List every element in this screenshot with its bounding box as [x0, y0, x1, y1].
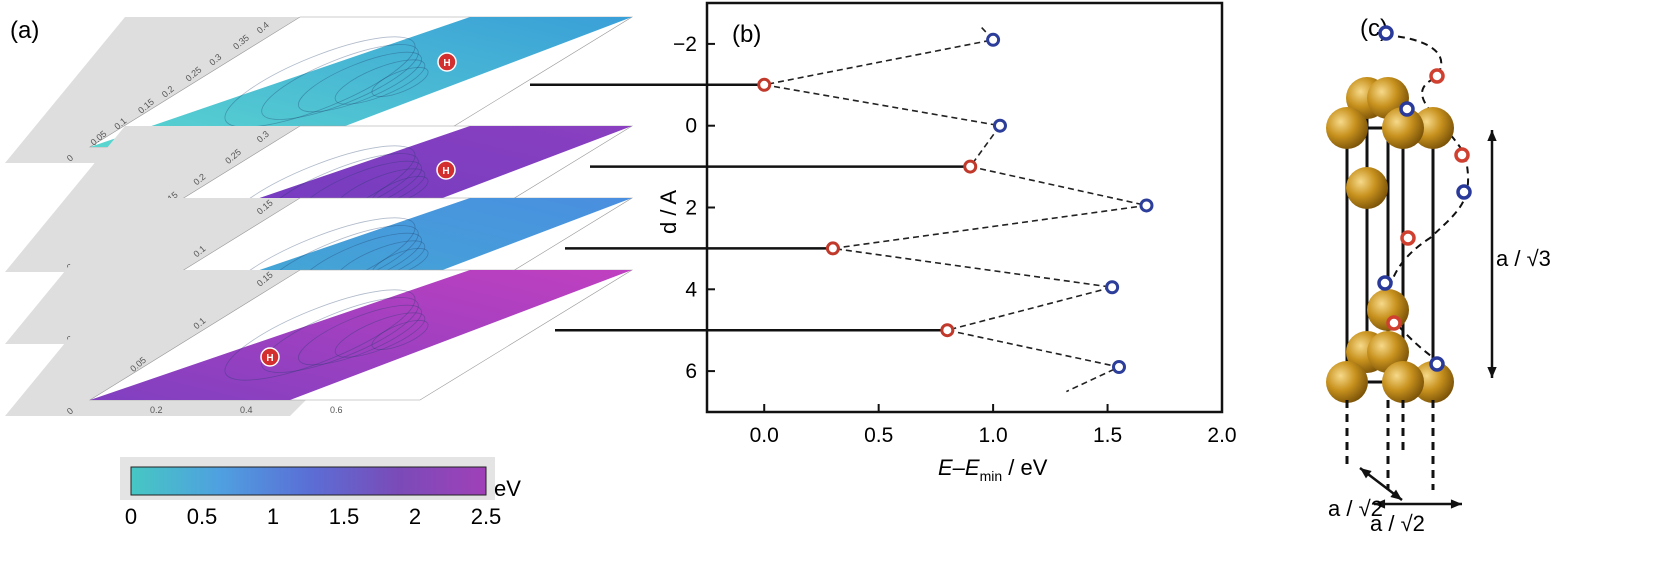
width-right-label: a / √2: [1370, 511, 1425, 536]
hydrogen-marker-label: H: [442, 166, 449, 177]
metal-atom: [1326, 361, 1368, 403]
slice-field: [90, 270, 632, 400]
contour-line: [371, 320, 429, 350]
width-right-arrow-head: [1450, 499, 1462, 509]
blue-site-marker: [1456, 184, 1472, 200]
contour-line: [334, 312, 426, 358]
panel-a-label: (a): [10, 17, 39, 44]
metal-atom: [1326, 107, 1368, 149]
colorbar-tick: 1.5: [329, 504, 360, 529]
contour-line: [224, 289, 416, 381]
dashed-energy-path: [764, 26, 1147, 393]
height-arrow-head: [1487, 130, 1497, 142]
metal-atom: [1412, 361, 1454, 403]
colorbar-tick: 0.5: [187, 504, 218, 529]
panel-b-label: (b): [732, 21, 761, 48]
colorbar-tick: 2: [409, 504, 421, 529]
y-tick-label: 6: [685, 360, 697, 383]
energy-slice-1: H00.050.10.150.20.250.30.350.40.20.40.6: [5, 16, 634, 164]
height-arrow-head: [1487, 366, 1497, 378]
minimum-point: [757, 77, 772, 92]
y-tick-label: 2: [685, 197, 697, 220]
y-axis-label: d / A: [656, 190, 681, 234]
contour-line: [261, 44, 419, 120]
slice-y-tick: 0: [65, 153, 75, 164]
metal-atom: [1382, 107, 1424, 149]
panel-c: (c) a / √3 a / √2 a / √2: [1320, 0, 1654, 563]
crystal-structure: (c) a / √3a / √2a / √2: [1326, 15, 1551, 536]
hydrogen-marker-icon: [260, 347, 280, 367]
red-site-marker: [1400, 230, 1416, 246]
blue-site-marker: [1399, 101, 1415, 117]
blue-site-marker: [1377, 275, 1393, 291]
slice-y-tick: 0: [65, 406, 75, 417]
y-tick-label: −2: [673, 33, 697, 56]
energy-slice-4: H00.050.10.150.2 0.4 0.6: [5, 270, 634, 417]
x-tick-label: 0.5: [864, 424, 893, 447]
hydrogen-marker-label: H: [266, 353, 273, 364]
colorbar-gradient: [130, 466, 487, 496]
x-tick-label: 1.5: [1093, 424, 1122, 447]
contour-line: [371, 67, 429, 97]
y-tick-label: 0: [685, 115, 697, 138]
width-left-arrow-head: [1390, 489, 1402, 500]
red-site-marker: [1429, 68, 1445, 84]
slice-x-tick: 0.4: [240, 405, 253, 415]
barrier-point: [986, 32, 1001, 47]
barrier-point: [1105, 280, 1120, 295]
red-site-marker: [1386, 315, 1402, 331]
y-tick-label: 4: [685, 278, 697, 301]
slice-x-tick: 0.6: [330, 405, 343, 415]
metal-atom: [1382, 361, 1424, 403]
x-axis-label: E–Emin / eV: [938, 455, 1048, 484]
contour-line: [261, 297, 419, 373]
hydrogen-marker-icon: [436, 160, 456, 180]
hydrogen-marker-label: H: [443, 58, 450, 69]
colorbar-unit: eV: [494, 476, 521, 501]
panel-a: H00.050.10.150.20.250.30.350.40.20.40.6H…: [0, 0, 640, 563]
contour-line: [298, 304, 422, 366]
barrier-point: [1112, 360, 1126, 375]
colorbar: 0 0.5 1 1.5 2 2.5 eV: [120, 457, 521, 529]
barrier-point: [1139, 198, 1154, 213]
contour-line: [298, 51, 422, 113]
x-tick-label: 1.0: [979, 424, 1008, 447]
slice-stack: H00.050.10.150.20.250.30.350.40.20.40.6H…: [5, 16, 634, 417]
energy-profile-chart: 0.0 0.5 1.0 1.5 2.0 −2 0 2 4 6 (b) E–Emin / eV d …: [530, 1, 1237, 484]
red-site-marker: [1454, 147, 1470, 163]
atoms: a / √3 a / √2a / √2: [1326, 25, 1551, 536]
colorbar-tick: 0: [125, 504, 137, 529]
projection-lines: [1345, 400, 1435, 490]
minimum-point: [825, 241, 840, 256]
width-left-label: a / √2: [1328, 496, 1383, 521]
width-left-arrow-head: [1360, 468, 1372, 479]
hydrogen-marker-icon: [437, 52, 457, 72]
metal-atom: [1346, 167, 1388, 209]
panel-b: 0.0 0.5 1.0 1.5 2.0 −2 0 2 4 6 (b) E–Emin / eV d …: [530, 0, 1320, 563]
energy-slices-figure: H00.050.10.150.20.250.30.350.40.20.40.6H…: [5, 16, 634, 529]
colorbar-tick: 1: [267, 504, 279, 529]
height-label: a / √3: [1496, 246, 1551, 271]
slice-field: [90, 17, 632, 147]
width-right-arrow-head: [1374, 499, 1386, 509]
contour-line: [224, 36, 416, 128]
colorbar-tick: 2.5: [471, 504, 502, 529]
barrier-point: [992, 118, 1007, 133]
minimum-point: [963, 159, 978, 174]
minimum-point: [940, 323, 955, 338]
metal-atom: [1412, 107, 1454, 149]
contour-line: [334, 59, 426, 105]
blue-site-marker: [1378, 25, 1394, 41]
x-tick-label: 2.0: [1207, 424, 1236, 447]
slice-x-tick: 0.2: [150, 405, 163, 415]
blue-site-marker: [1429, 356, 1445, 372]
colorbar-ticks: 0 0.5 1 1.5 2 2.5: [125, 504, 501, 529]
x-tick-label: 0.0: [750, 424, 779, 447]
